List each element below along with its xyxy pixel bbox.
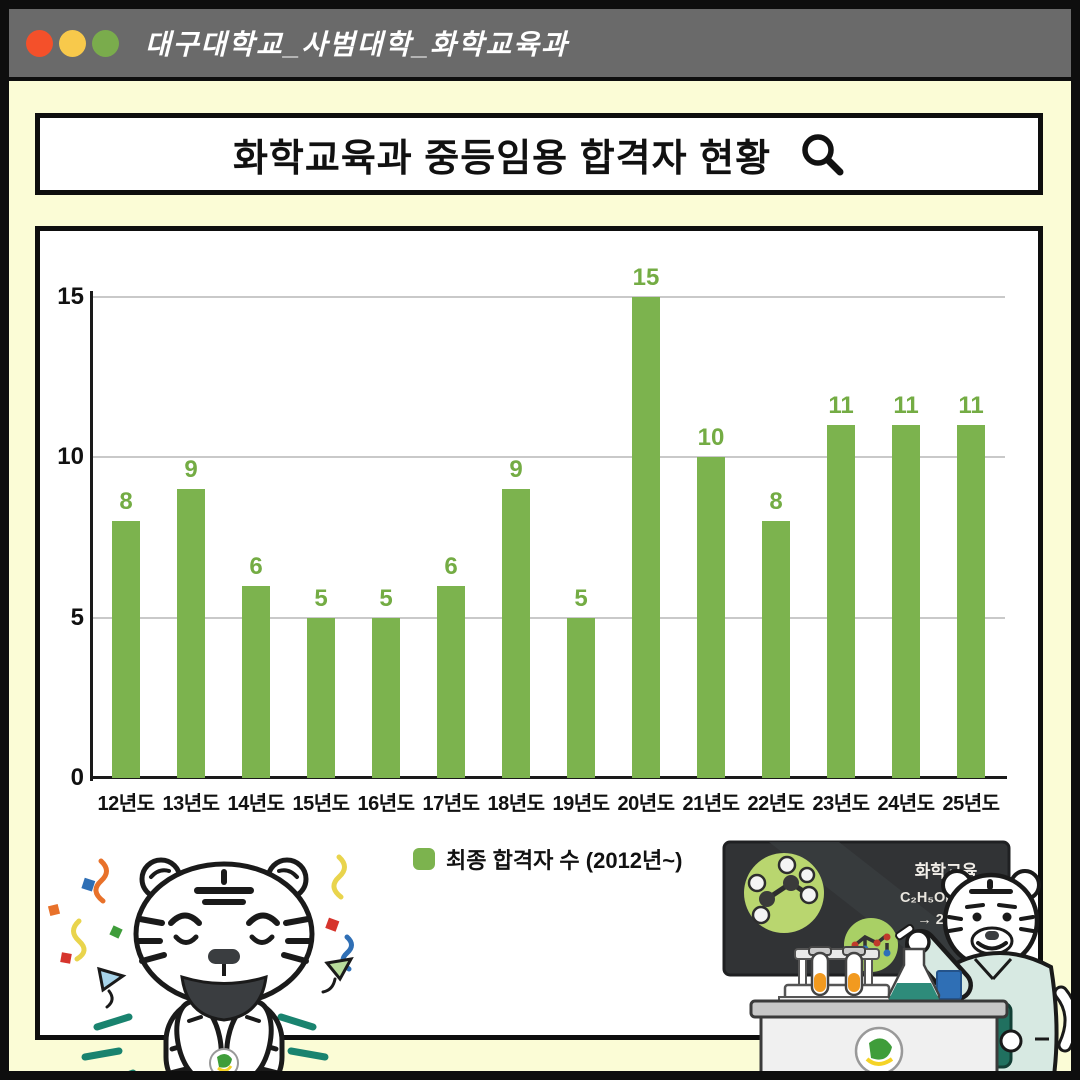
bar-value-label: 5 bbox=[379, 584, 393, 612]
bar bbox=[697, 457, 725, 778]
y-axis-tick-label: 5 bbox=[70, 603, 84, 631]
title-box: 화학교육과 중등임용 합격자 현황 bbox=[35, 113, 1043, 195]
confetti bbox=[47, 854, 354, 1009]
y-axis-tick-label: 10 bbox=[57, 443, 84, 471]
university-emblem bbox=[209, 1048, 239, 1071]
bar-value-label: 6 bbox=[249, 552, 263, 580]
x-axis-tick-label: 13년도 bbox=[162, 793, 220, 815]
window-titlebar: 대구대학교_사범대학_화학교육과 bbox=[9, 9, 1071, 77]
x-axis-tick-label: 24년도 bbox=[877, 793, 935, 815]
test-tube bbox=[808, 946, 832, 997]
bar bbox=[502, 489, 530, 778]
bar bbox=[437, 585, 465, 778]
search-icon[interactable] bbox=[799, 131, 845, 177]
y-axis-tick-label: 0 bbox=[70, 764, 84, 791]
bar-value-label: 9 bbox=[509, 456, 523, 484]
content-area: 화학교육과 중등임용 합격자 현황 0 5 10 15 8 12년도 9 13년도 6 14년도 5… bbox=[9, 81, 1071, 1071]
close-button-icon[interactable] bbox=[26, 29, 53, 57]
gridline bbox=[92, 616, 1005, 619]
bar-value-label: 15 bbox=[632, 264, 660, 291]
bar bbox=[372, 617, 400, 778]
y-axis-line bbox=[90, 291, 93, 781]
bar bbox=[892, 425, 920, 778]
celebration-lines bbox=[81, 1013, 329, 1071]
x-axis-tick-label: 16년도 bbox=[357, 793, 415, 815]
minimize-button-icon[interactable] bbox=[59, 29, 86, 57]
bar bbox=[307, 617, 335, 778]
x-axis-tick-label: 14년도 bbox=[227, 793, 285, 815]
y-axis-tick-label: 15 bbox=[57, 283, 84, 310]
window-controls bbox=[26, 29, 119, 57]
gridline bbox=[92, 296, 1005, 298]
bar bbox=[242, 585, 270, 778]
bar-value-label: 11 bbox=[893, 392, 919, 420]
university-emblem bbox=[854, 1026, 904, 1071]
zoom-button-icon[interactable] bbox=[92, 29, 119, 57]
blue-beaker bbox=[936, 970, 962, 1000]
bar-value-label: 5 bbox=[314, 584, 328, 612]
x-axis-tick-label: 21년도 bbox=[682, 793, 740, 815]
legend-label: 최종 합격자 수 (2012년~) bbox=[446, 848, 683, 873]
bar bbox=[827, 425, 855, 778]
x-axis-tick-label: 19년도 bbox=[552, 793, 610, 815]
tiger-mascot-celebrating bbox=[47, 854, 354, 1071]
chemistry-classroom-scene: 화학교육 C₂H₅OH + 3O₂ → 2CO₂ + 3H₂O bbox=[722, 840, 1071, 1071]
bar bbox=[632, 297, 660, 778]
bar bbox=[112, 521, 140, 778]
gridline bbox=[92, 456, 1005, 459]
bar-value-label: 9 bbox=[184, 456, 198, 484]
bar bbox=[567, 617, 595, 778]
chalk bbox=[895, 923, 915, 941]
test-tube bbox=[842, 946, 866, 997]
x-axis-tick-label: 12년도 bbox=[97, 793, 155, 815]
page-title: 화학교육과 중등임용 합격자 현황 bbox=[232, 137, 772, 180]
tiger-head bbox=[133, 857, 315, 1022]
bar-value-label: 8 bbox=[769, 488, 783, 516]
x-axis-tick-label: 15년도 bbox=[292, 793, 350, 815]
molecule-diagram-large bbox=[744, 853, 824, 933]
bar-value-label: 8 bbox=[119, 488, 133, 516]
x-axis-tick-label: 20년도 bbox=[617, 793, 675, 815]
lab-desk bbox=[749, 946, 1009, 1071]
bar-value-label: 11 bbox=[828, 392, 854, 420]
x-axis-tick-label: 17년도 bbox=[422, 793, 480, 815]
bar-value-label: 6 bbox=[444, 552, 458, 580]
chart-legend: 최종 합격자 수 (2012년~) bbox=[413, 843, 682, 875]
x-axis-tick-label: 25년도 bbox=[942, 793, 1000, 815]
bar bbox=[177, 489, 205, 778]
x-axis-tick-label: 22년도 bbox=[747, 793, 805, 815]
bar bbox=[957, 425, 985, 778]
legend-swatch bbox=[413, 848, 435, 870]
x-axis-tick-label: 23년도 bbox=[812, 793, 870, 815]
bar bbox=[762, 521, 790, 778]
x-axis-line bbox=[90, 776, 1007, 779]
bar-value-label: 11 bbox=[958, 392, 984, 420]
x-axis-tick-label: 18년도 bbox=[487, 793, 545, 815]
bar-value-label: 10 bbox=[697, 424, 725, 452]
bar-value-label: 5 bbox=[574, 584, 588, 612]
window-title: 대구대학교_사범대학_화학교육과 bbox=[145, 29, 569, 60]
bar-chart: 0 5 10 15 8 12년도 9 13년도 6 14년도 5 15년도 5 16년도 6 17년도 9 18년… bbox=[40, 231, 1038, 1035]
